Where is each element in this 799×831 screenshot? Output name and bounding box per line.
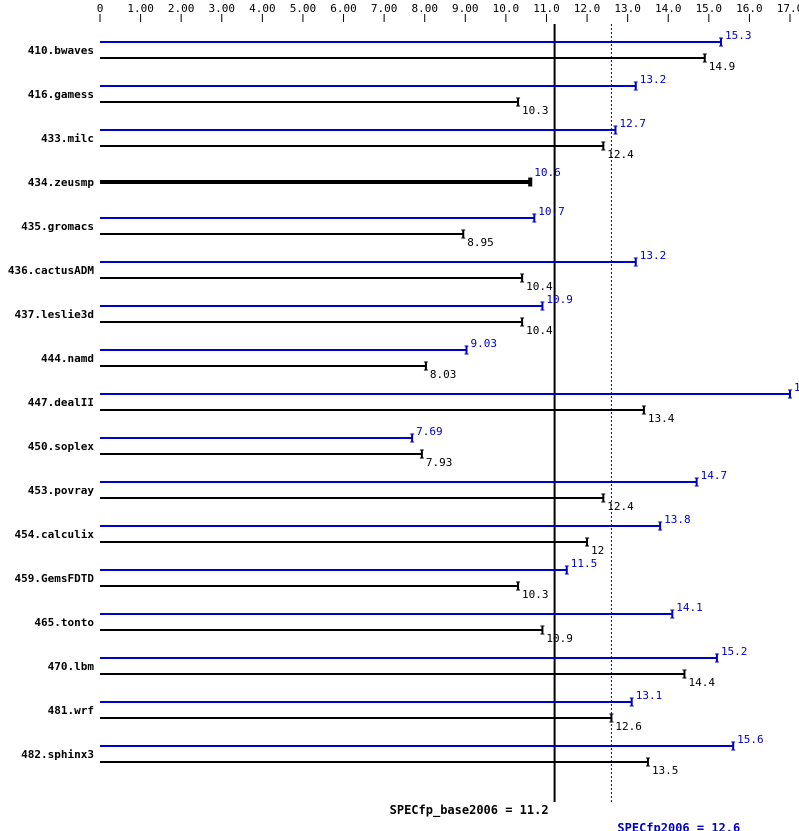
value-label-base: 14.4: [688, 676, 715, 689]
benchmark-label: 454.calculix: [15, 528, 95, 541]
value-label-peak: 17: [794, 381, 799, 394]
x-axis-tick-label: 8.00: [411, 2, 438, 15]
footer-peak-label: SPECfp2006 = 12.6: [617, 821, 740, 831]
benchmark-label: 434.zeusmp: [28, 176, 95, 189]
benchmark-label: 436.cactusADM: [8, 264, 94, 277]
x-axis-tick-label: 9.00: [452, 2, 479, 15]
value-label-base: 12: [591, 544, 604, 557]
benchmark-label: 435.gromacs: [21, 220, 94, 233]
benchmark-label: 410.bwaves: [28, 44, 94, 57]
benchmark-label: 470.lbm: [48, 660, 95, 673]
value-label-peak: 15.6: [737, 733, 764, 746]
x-axis-tick-label: 11.0: [533, 2, 560, 15]
benchmark-label: 444.namd: [41, 352, 94, 365]
value-label-base: 10.4: [526, 280, 553, 293]
benchmark-label: 450.soplex: [28, 440, 95, 453]
value-label-peak: 15.2: [721, 645, 748, 658]
value-label-base: 13.4: [648, 412, 675, 425]
value-label-base: 10.3: [522, 588, 549, 601]
x-axis-tick-label: 4.00: [249, 2, 276, 15]
value-label-peak: 14.7: [701, 469, 728, 482]
value-label-base: 12.4: [607, 148, 634, 161]
x-axis-tick-label: 12.0: [574, 2, 601, 15]
x-axis-tick-label: 6.00: [330, 2, 357, 15]
value-label-peak: 13.1: [636, 689, 663, 702]
value-label-base: 8.03: [430, 368, 457, 381]
benchmark-label: 465.tonto: [34, 616, 94, 629]
benchmark-label: 453.povray: [28, 484, 95, 497]
value-label-peak: 15.3: [725, 29, 752, 42]
x-axis-tick-label: 7.00: [371, 2, 398, 15]
value-label-peak: 11.5: [571, 557, 598, 570]
x-axis-tick-label: 15.0: [696, 2, 723, 15]
value-label-peak: 14.1: [676, 601, 703, 614]
x-axis-tick-label: 5.00: [290, 2, 317, 15]
benchmark-label: 482.sphinx3: [21, 748, 94, 761]
benchmark-label: 433.milc: [41, 132, 94, 145]
value-label-peak: 9.03: [471, 337, 498, 350]
value-label-peak: 10.6: [534, 166, 561, 179]
footer-base-label: SPECfp_base2006 = 11.2: [390, 803, 549, 818]
value-label-peak: 12.7: [619, 117, 646, 130]
x-axis-tick-label: 2.00: [168, 2, 195, 15]
value-label-base: 13.5: [652, 764, 679, 777]
value-label-peak: 13.2: [640, 73, 667, 86]
x-axis-tick-label: 10.0: [493, 2, 520, 15]
value-label-base: 10.9: [546, 632, 573, 645]
benchmark-label: 481.wrf: [48, 704, 94, 717]
spec-chart: 0 1.00 2.00 3.00 4.00 5.00 6.00 7.00 8.00 9.00 10.…: [0, 0, 799, 831]
x-axis-tick-label: 3.00: [209, 2, 236, 15]
x-axis-tick-label: 17.0: [777, 2, 799, 15]
value-label-peak: 7.69: [416, 425, 443, 438]
benchmark-label: 459.GemsFDTD: [15, 572, 95, 585]
x-axis-tick-label: 0: [97, 2, 104, 15]
x-axis-tick-label: 14.0: [655, 2, 682, 15]
value-label-peak: 10.9: [546, 293, 573, 306]
value-label-base: 10.3: [522, 104, 549, 117]
value-label-base: 14.9: [709, 60, 736, 73]
benchmark-label: 447.dealII: [28, 396, 94, 409]
value-label-peak: 10.7: [538, 205, 565, 218]
value-label-base: 12.6: [615, 720, 642, 733]
value-label-peak: 13.2: [640, 249, 667, 262]
value-label-peak: 13.8: [664, 513, 691, 526]
value-label-base: 8.95: [467, 236, 494, 249]
x-axis-tick-label: 16.0: [736, 2, 763, 15]
value-label-base: 7.93: [426, 456, 453, 469]
x-axis-tick-label: 1.00: [127, 2, 154, 15]
value-label-base: 12.4: [607, 500, 634, 513]
benchmark-label: 437.leslie3d: [15, 308, 94, 321]
benchmark-label: 416.gamess: [28, 88, 94, 101]
x-axis-tick-label: 13.0: [614, 2, 641, 15]
value-label-base: 10.4: [526, 324, 553, 337]
